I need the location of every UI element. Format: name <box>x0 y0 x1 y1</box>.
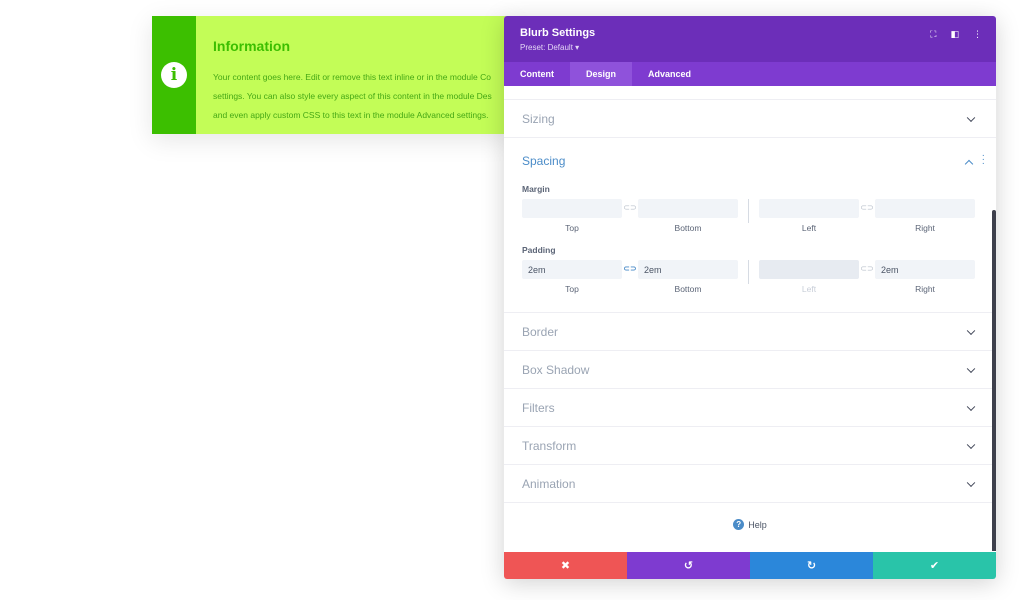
panel-footer: ✖ ↺ ↻ ✔ <box>504 552 996 579</box>
undo-button[interactable]: ↺ <box>627 552 750 579</box>
tab-bar: Content Design Advanced <box>504 62 996 86</box>
more-options-icon[interactable]: ⋮ <box>973 29 982 39</box>
blurb-text-line: Your content goes here. Edit or remove t… <box>213 72 491 82</box>
section-label: Border <box>522 324 559 339</box>
settings-content: Sizing Spacing · · · Margin Top ⊂ <box>504 86 996 551</box>
tab-advanced[interactable]: Advanced <box>648 69 692 79</box>
padding-right-input[interactable]: 2em <box>875 260 975 279</box>
link-icon[interactable]: ⊂⊃ <box>623 202 637 212</box>
blurb-title: Information <box>213 38 290 54</box>
tab-content[interactable]: Content <box>520 69 554 79</box>
field-divider <box>748 199 749 223</box>
field-caption: Bottom <box>674 284 702 294</box>
blurb-body: Information Your content goes here. Edit… <box>196 16 512 134</box>
scrollbar[interactable] <box>992 210 996 551</box>
chevron-down-icon <box>966 326 976 335</box>
link-icon[interactable]: ⊂⊃ <box>860 202 874 212</box>
chevron-down-icon <box>966 440 976 449</box>
chevron-down-icon: ▾ <box>575 43 580 52</box>
blurb-text-line: settings. You can also style every aspec… <box>213 91 492 101</box>
section-animation[interactable]: Animation <box>504 465 996 503</box>
field-caption: Top <box>565 284 579 294</box>
margin-left-input[interactable] <box>759 199 859 218</box>
chevron-down-icon <box>966 402 976 411</box>
header-actions: ⛶ ◧ ⋮ <box>930 29 982 40</box>
section-label: Box Shadow <box>522 362 590 377</box>
save-button[interactable]: ✔ <box>873 552 996 579</box>
margin-top-input[interactable] <box>522 199 622 218</box>
blurb-text-line: and even apply custom CSS to this text i… <box>213 110 489 120</box>
field-caption: Right <box>915 223 935 233</box>
field-caption: Bottom <box>674 223 702 233</box>
padding-top-input[interactable]: 2em <box>522 260 622 279</box>
margin-label: Margin <box>522 184 550 194</box>
padding-horizontal-pair: Left ⊂⊃ 2em Right <box>759 260 975 294</box>
section-label: Animation <box>522 476 576 491</box>
settings-panel: Blurb Settings Preset: Default ▾ ⛶ ◧ ⋮ C… <box>504 16 996 579</box>
blurb-icon-column: i <box>152 16 196 134</box>
section-sizing[interactable]: Sizing <box>504 100 996 138</box>
split-view-icon[interactable]: ◧ <box>950 29 959 39</box>
padding-left-input[interactable] <box>759 260 859 279</box>
cancel-button[interactable]: ✖ <box>504 552 627 579</box>
section-label: Filters <box>522 400 555 415</box>
padding-label: Padding <box>522 245 556 255</box>
help-icon: ? <box>733 519 745 530</box>
section-divider <box>504 86 996 100</box>
padding-fields: 2em Top ⊂⊃ 2em Bottom Left <box>522 260 978 294</box>
section-border[interactable]: Border <box>504 313 996 351</box>
blurb-text: Your content goes here. Edit or remove t… <box>213 68 512 125</box>
section-spacing: Spacing · · · Margin Top ⊂⊃ Bottom <box>504 138 996 313</box>
margin-bottom-input[interactable] <box>638 199 738 218</box>
margin-fields: Top ⊂⊃ Bottom Left ⊂ <box>522 199 978 233</box>
info-icon: i <box>161 62 187 88</box>
chevron-down-icon <box>966 478 976 487</box>
spacing-header[interactable]: Spacing · · · <box>522 138 985 184</box>
section-label: Transform <box>522 438 577 453</box>
section-label: Spacing <box>522 154 566 168</box>
help-link[interactable]: ? Help <box>504 503 996 530</box>
panel-header[interactable]: Blurb Settings Preset: Default ▾ ⛶ ◧ ⋮ <box>504 16 996 62</box>
field-caption: Left <box>801 223 817 233</box>
redo-button[interactable]: ↻ <box>750 552 873 579</box>
chevron-down-icon <box>966 113 976 122</box>
tab-design[interactable]: Design <box>570 62 633 86</box>
field-caption: Left <box>801 284 817 294</box>
padding-vertical-pair: 2em Top ⊂⊃ 2em Bottom <box>522 260 738 294</box>
fullscreen-icon[interactable]: ⛶ <box>930 29 937 39</box>
chevron-down-icon <box>966 364 976 373</box>
more-options-icon[interactable]: · · · <box>981 150 985 169</box>
field-caption: Right <box>915 284 935 294</box>
panel-title: Blurb Settings <box>520 27 596 39</box>
section-box-shadow[interactable]: Box Shadow <box>504 351 996 389</box>
preset-selector[interactable]: Preset: Default ▾ <box>520 43 980 52</box>
margin-right-input[interactable] <box>875 199 975 218</box>
link-icon[interactable]: ⊂⊃ <box>623 263 637 273</box>
field-caption: Top <box>565 223 579 233</box>
margin-vertical-pair: Top ⊂⊃ Bottom <box>522 199 738 233</box>
padding-bottom-input[interactable]: 2em <box>638 260 738 279</box>
margin-horizontal-pair: Left ⊂⊃ Right <box>759 199 975 233</box>
section-transform[interactable]: Transform <box>504 427 996 465</box>
section-label: Sizing <box>522 111 555 126</box>
preset-label: Preset: Default <box>520 43 573 52</box>
blurb-module[interactable]: i Information Your content goes here. Ed… <box>152 16 512 134</box>
chevron-up-icon <box>964 159 974 169</box>
section-filters[interactable]: Filters <box>504 389 996 427</box>
link-icon[interactable]: ⊂⊃ <box>860 263 874 273</box>
help-label: Help <box>748 519 767 530</box>
field-divider <box>748 260 749 284</box>
